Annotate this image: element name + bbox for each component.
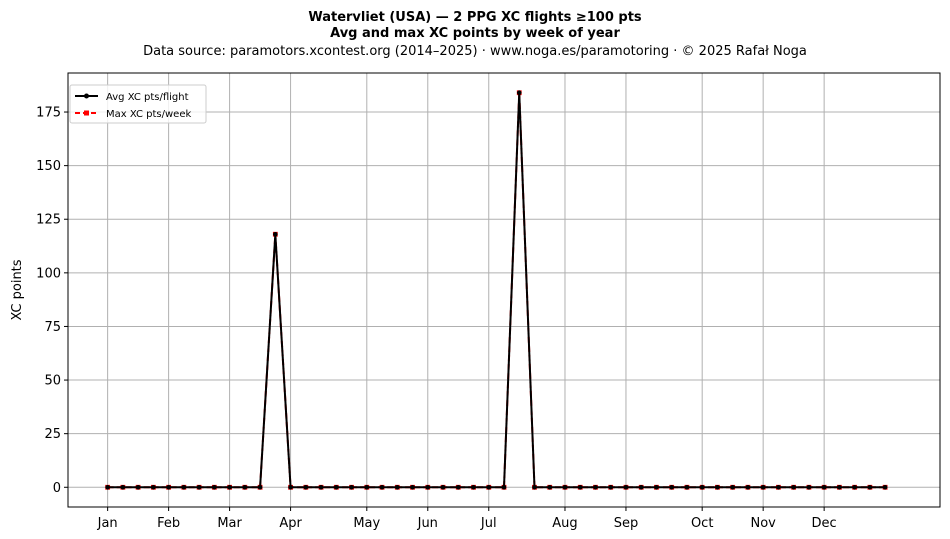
series-point-0	[135, 484, 141, 490]
series-point-0	[227, 484, 232, 490]
series-point-0	[151, 484, 156, 490]
chart-title: Watervliet (USA) — 2 PPG XC flights ≥100…	[308, 10, 642, 25]
legend-marker-max	[84, 110, 89, 116]
series-point-0	[593, 484, 598, 490]
x-tick-label: Jan	[97, 516, 118, 531]
y-axis-label: XC points	[10, 259, 25, 320]
series-point-0	[882, 484, 888, 490]
y-tick-label: 0	[53, 481, 61, 496]
series-point-0	[288, 484, 293, 490]
legend-box	[69, 84, 207, 124]
series-point-0	[806, 484, 812, 490]
y-tick-label: 25	[44, 427, 61, 442]
x-tick-label: Jun	[417, 516, 438, 531]
series-point-0	[623, 484, 629, 490]
series-point-0	[440, 484, 446, 490]
plot-frame	[67, 72, 941, 508]
series-point-0	[394, 484, 400, 490]
series-point-0	[425, 484, 431, 490]
series-point-0	[776, 484, 781, 490]
series-point-0	[212, 484, 217, 490]
x-tick-label: Mar	[217, 516, 242, 531]
series-point-0	[745, 484, 751, 490]
series-point-0	[821, 484, 827, 490]
chart-source-line: Data source: paramotors.xcontest.org (20…	[143, 44, 807, 59]
series-point-0	[837, 484, 842, 490]
series-point-0	[791, 484, 796, 490]
series-point-0	[684, 484, 690, 490]
series-point-0	[501, 484, 507, 490]
series-point-0	[410, 484, 415, 490]
series-point-0	[760, 484, 766, 490]
series-point-0	[120, 484, 126, 490]
series-point-0	[654, 484, 659, 490]
x-tick-label: Apr	[279, 516, 302, 531]
chart-subtitle: Avg and max XC points by week of year	[330, 26, 620, 41]
y-tick-label: 50	[44, 374, 61, 389]
x-tick-label: Feb	[157, 516, 180, 531]
series-layer	[105, 90, 888, 490]
x-tick-label: Dec	[812, 516, 837, 531]
series-point-0	[196, 484, 202, 490]
series-point-0	[577, 484, 583, 490]
series-point-0	[455, 484, 461, 490]
series-point-0	[867, 484, 873, 490]
series-point-0	[562, 484, 568, 490]
y-tick-label: 150	[36, 159, 61, 174]
series-point-0	[318, 484, 324, 490]
series-point-0	[379, 484, 385, 490]
legend-label-max: Max XC pts/week	[106, 109, 191, 120]
series-point-0	[699, 484, 705, 490]
series-line-1	[107, 91, 886, 489]
series-point-0	[181, 484, 187, 490]
series-point-0	[273, 231, 278, 237]
x-tick-label: Jul	[480, 516, 497, 531]
x-tick-label: Sep	[614, 516, 639, 531]
y-tick-label: 175	[36, 106, 61, 121]
series-point-0	[608, 484, 614, 490]
grid	[68, 73, 940, 507]
x-tick-label: May	[353, 516, 380, 531]
series-point-0	[516, 90, 522, 96]
series-point-0	[349, 484, 354, 490]
series-point-0	[547, 484, 553, 490]
series-point-0	[852, 484, 857, 490]
series-point-0	[715, 484, 720, 490]
series-point-0	[730, 484, 735, 490]
legend: Avg XC pts/flight Max XC pts/week	[69, 84, 207, 124]
series-point-0	[242, 484, 248, 490]
series-point-0	[638, 484, 644, 490]
y-tick-label: 75	[44, 320, 61, 335]
series-point-0	[166, 484, 171, 490]
series-point-0	[105, 484, 110, 490]
legend-label-avg: Avg XC pts/flight	[106, 92, 189, 103]
series-point-0	[486, 484, 492, 490]
series-point-0	[471, 484, 476, 490]
series-point-0	[532, 484, 537, 490]
series-point-0	[334, 484, 339, 490]
series-point-0	[303, 484, 309, 490]
series-line-0	[107, 91, 886, 489]
axis-ticks: Jan Feb Mar Apr May Jun Jul Aug Sep Oct Nov Dec 0 25 5…	[36, 106, 837, 531]
legend-marker-avg	[84, 93, 89, 99]
x-tick-label: Aug	[552, 516, 577, 531]
series-point-0	[669, 484, 674, 490]
y-tick-label: 125	[36, 213, 61, 228]
x-tick-label: Oct	[691, 516, 713, 531]
x-tick-label: Nov	[750, 516, 776, 531]
series-point-0	[364, 484, 370, 490]
series-point-0	[257, 484, 263, 490]
y-tick-label: 100	[36, 266, 61, 281]
